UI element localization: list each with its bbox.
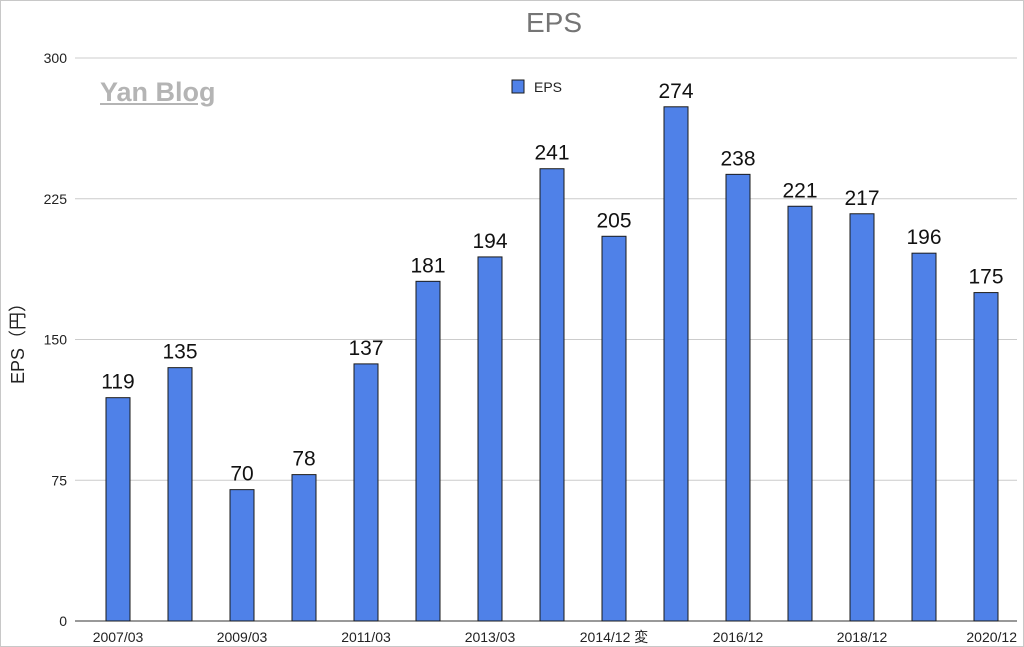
bar xyxy=(105,397,131,622)
data-label: 274 xyxy=(658,80,693,103)
data-label: 181 xyxy=(410,254,445,277)
legend-swatch-eps xyxy=(511,79,525,94)
bar xyxy=(477,256,503,622)
x-tick-labels: 2007/03 2009/03 2011/03 2013/03 2014/12 変 201… xyxy=(93,629,1018,645)
data-label: 70 xyxy=(230,463,253,486)
y-tick-labels: 0 75 150 225 300 xyxy=(44,50,68,629)
y-tick-label: 225 xyxy=(44,191,68,207)
chart-title: EPS xyxy=(526,7,582,38)
y-tick-label: 300 xyxy=(44,50,68,66)
bar xyxy=(291,474,317,622)
y-tick-label: 75 xyxy=(51,472,67,488)
bar xyxy=(167,367,193,622)
x-tick-label: 2018/12 xyxy=(837,629,888,645)
bar xyxy=(725,173,751,622)
y-axis-label: EPS（円） xyxy=(8,294,28,384)
data-label: 217 xyxy=(844,187,879,210)
bar xyxy=(849,213,875,622)
bar xyxy=(539,168,565,622)
bar xyxy=(601,235,627,622)
legend-label-eps: EPS xyxy=(534,79,562,95)
data-label: 196 xyxy=(906,226,941,249)
data-label: 221 xyxy=(782,179,817,202)
y-tick-label: 150 xyxy=(44,332,68,348)
data-label: 238 xyxy=(720,147,755,170)
x-tick-label: 2007/03 xyxy=(93,629,144,645)
data-label: 78 xyxy=(292,448,315,471)
y-tick-label: 0 xyxy=(59,613,67,629)
bar xyxy=(973,292,999,622)
bar xyxy=(229,489,255,622)
data-label: 175 xyxy=(968,266,1003,289)
x-tick-label: 2013/03 xyxy=(465,629,516,645)
bar xyxy=(787,205,813,622)
bars xyxy=(105,106,999,622)
bar xyxy=(663,106,689,622)
x-tick-label: 2009/03 xyxy=(217,629,268,645)
x-tick-label: 2016/12 xyxy=(713,629,764,645)
x-tick-label: 2020/12 xyxy=(966,629,1017,645)
x-tick-label: 2011/03 xyxy=(341,629,391,645)
bar xyxy=(353,363,379,622)
data-labels: 119 135 70 78 137 181 194 241 205 274 238 221 217 196… xyxy=(101,80,1003,486)
data-label: 241 xyxy=(534,142,569,165)
data-label: 194 xyxy=(472,230,507,253)
data-label: 205 xyxy=(596,209,631,232)
data-label: 135 xyxy=(162,341,197,364)
data-label: 119 xyxy=(101,371,134,394)
data-label: 137 xyxy=(348,337,383,360)
x-tick-label: 2014/12 変 xyxy=(580,629,649,645)
bar xyxy=(415,280,441,622)
legend: EPS xyxy=(511,79,562,95)
bar xyxy=(911,252,937,622)
watermark-logo: Yan Blog xyxy=(100,77,216,107)
